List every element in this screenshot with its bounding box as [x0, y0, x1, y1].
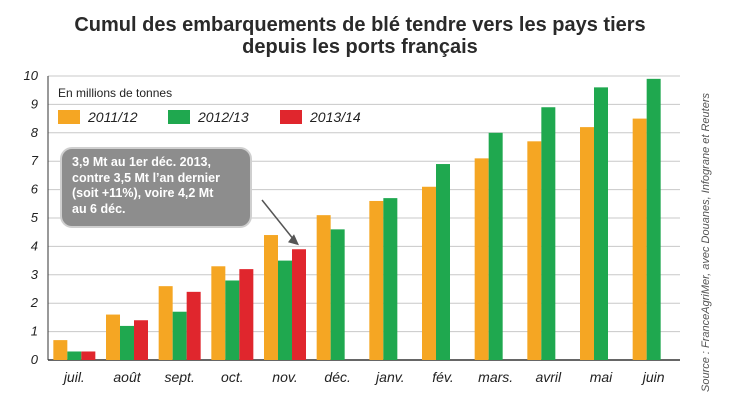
title-line-2: depuis les ports français — [242, 36, 478, 58]
x-tick-label: août — [113, 369, 141, 385]
legend-label-2011: 2011/12 — [88, 109, 138, 125]
legend-swatch-2011 — [58, 110, 80, 124]
x-tick-label: sept. — [164, 369, 194, 385]
bar-2012-13-9 — [541, 107, 556, 361]
chart-title: Cumul des embarquements de blé tendre ve… — [40, 14, 680, 58]
x-tick-label: janv. — [374, 369, 405, 385]
x-tick-label: avril — [535, 369, 562, 385]
y-tick-label: 0 — [31, 352, 39, 367]
bar-2012-13-2 — [172, 311, 187, 360]
bar-2013-14-2 — [186, 291, 201, 360]
y-tick-label: 6 — [31, 182, 39, 197]
bar-2012-13-10 — [594, 87, 608, 361]
x-tick-label: oct. — [221, 369, 244, 385]
bar-2011-12-4 — [264, 235, 278, 360]
bar-2012-13-5 — [330, 229, 345, 360]
y-tick-label: 1 — [31, 324, 38, 339]
y-tick-label: 8 — [31, 125, 39, 140]
bar-2012-13-3 — [225, 280, 240, 360]
bar-2011-12-1 — [106, 314, 120, 360]
legend-label-2013: 2013/14 — [310, 109, 361, 125]
legend-label-2012: 2012/13 — [198, 109, 249, 125]
y-tick-label: 3 — [31, 267, 39, 282]
bar-2011-12-2 — [158, 286, 173, 360]
bar-2011-12-9 — [527, 141, 542, 360]
bar-2012-13-0 — [67, 351, 82, 360]
bar-2012-13-7 — [436, 164, 450, 360]
bar-2011-12-8 — [474, 158, 489, 360]
x-tick-label: déc. — [324, 369, 350, 385]
title-line-1: Cumul des embarquements de blé tendre ve… — [74, 14, 646, 36]
legend-swatch-2012 — [168, 110, 190, 124]
legend-item-2011: 2011/12 — [58, 108, 138, 126]
legend-item-2013: 2013/14 — [280, 108, 361, 126]
bar-2012-13-8 — [488, 132, 503, 360]
bar-2011-12-5 — [316, 215, 331, 360]
bar-2011-12-11 — [632, 118, 647, 360]
y-tick-label: 4 — [31, 238, 38, 253]
bar-2013-14-3 — [239, 269, 254, 360]
y-tick-label: 9 — [31, 96, 38, 111]
legend-swatch-2013 — [280, 110, 302, 124]
y-tick-label: 10 — [24, 68, 39, 83]
annotation-callout: 3,9 Mt au 1er déc. 2013, contre 3,5 Mt l… — [60, 147, 252, 228]
bar-2013-14-4 — [292, 249, 306, 360]
x-tick-label: juil. — [62, 369, 85, 385]
bar-2011-12-10 — [580, 127, 594, 361]
x-tick-label: mai — [590, 369, 613, 385]
x-tick-label: mars. — [478, 369, 513, 385]
bar-2013-14-0 — [81, 351, 96, 360]
source-note: Source : FranceAgriMer, avec Douanes, In… — [700, 93, 712, 392]
callout-arrow-line — [261, 199, 296, 242]
bar-2011-12-7 — [422, 186, 436, 360]
callout-arrow-head — [288, 234, 299, 246]
y-tick-label: 7 — [31, 153, 39, 168]
y-tick-label: 5 — [31, 210, 39, 225]
x-tick-label: fév. — [432, 369, 454, 385]
bar-2011-12-6 — [369, 200, 384, 360]
y-tick-label: 2 — [30, 295, 39, 310]
bar-2011-12-0 — [53, 340, 68, 360]
unit-label: En millions de tonnes — [58, 86, 173, 100]
bar-2012-13-11 — [646, 78, 661, 360]
legend-item-2012: 2012/13 — [168, 108, 249, 126]
bar-2012-13-6 — [383, 198, 398, 360]
bar-2012-13-4 — [278, 260, 292, 360]
x-tick-label: nov. — [272, 369, 297, 385]
bar-2013-14-1 — [134, 320, 148, 360]
x-tick-label: juin — [641, 369, 665, 385]
bar-2012-13-1 — [120, 325, 134, 360]
bar-2011-12-3 — [211, 266, 226, 360]
